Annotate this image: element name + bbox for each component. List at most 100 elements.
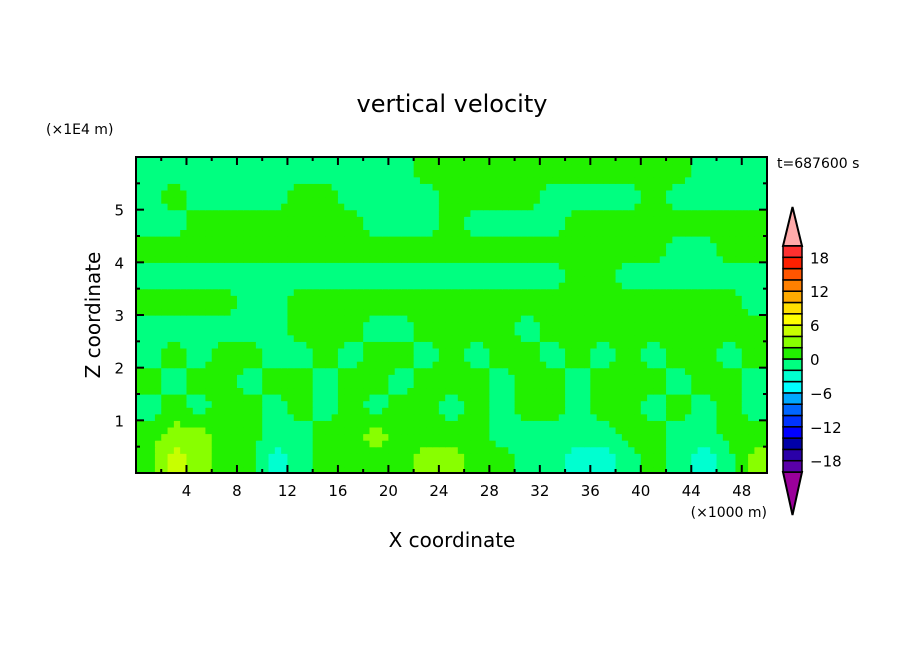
contour-cell <box>722 341 730 349</box>
contour-cell <box>148 196 156 204</box>
contour-cell <box>539 176 547 184</box>
contour-cell <box>199 440 207 448</box>
contour-cell <box>546 387 554 395</box>
contour-cell <box>571 387 579 395</box>
contour-cell <box>527 315 535 323</box>
contour-cell <box>369 268 377 277</box>
contour-cell <box>382 347 389 356</box>
contour-cell <box>356 262 364 270</box>
contour-cell <box>432 196 440 204</box>
contour-cell <box>218 216 225 224</box>
contour-cell <box>375 315 383 323</box>
contour-cell <box>173 163 181 171</box>
contour-cell <box>186 275 194 283</box>
contour-cell <box>741 189 749 198</box>
contour-cell <box>331 222 339 231</box>
contour-cell <box>363 236 371 244</box>
contour-cell <box>192 374 200 382</box>
contour-cell <box>760 459 768 468</box>
contour-cell <box>703 189 711 198</box>
contour-cell <box>691 209 699 217</box>
contour-cell <box>501 440 509 448</box>
contour-cell <box>180 426 188 435</box>
contour-cell <box>369 315 377 323</box>
contour-cell <box>748 380 755 389</box>
contour-cell <box>426 196 434 204</box>
contour-cell <box>407 387 415 395</box>
contour-cell <box>236 433 244 441</box>
contour-cell <box>382 229 389 237</box>
contour-cell <box>691 341 699 349</box>
contour-cell <box>243 301 251 310</box>
contour-cell <box>173 433 181 441</box>
contour-cell <box>703 440 711 448</box>
contour-cell <box>539 446 547 454</box>
contour-cell <box>609 446 617 454</box>
contour-cell <box>186 394 194 402</box>
contour-cell <box>735 361 743 369</box>
contour-cell <box>388 315 396 323</box>
contour-cell <box>754 394 762 402</box>
contour-cell <box>716 374 724 382</box>
contour-cell <box>760 229 768 237</box>
contour-cell <box>722 413 730 421</box>
contour-cell <box>647 209 655 217</box>
contour-cell <box>173 236 181 244</box>
contour-cell <box>154 189 162 198</box>
contour-cell <box>312 321 320 329</box>
contour-cell <box>735 282 743 290</box>
contour-cell <box>218 308 225 316</box>
contour-cell <box>470 268 478 277</box>
contour-cell <box>539 400 547 408</box>
contour-cell <box>192 222 200 231</box>
contour-cell <box>609 394 617 402</box>
contour-cell <box>167 203 175 211</box>
contour-cell <box>211 413 219 421</box>
contour-cell <box>243 236 251 244</box>
contour-cell <box>432 394 440 402</box>
contour-cell <box>678 176 686 184</box>
contour-cell <box>192 216 200 224</box>
contour-cell <box>501 222 509 231</box>
contour-cell <box>716 308 724 316</box>
contour-cell <box>173 466 181 474</box>
contour-cell <box>230 255 238 263</box>
contour-cell <box>249 315 257 323</box>
contour-cell <box>571 282 579 290</box>
contour-cell <box>565 183 572 191</box>
contour-cell <box>539 354 547 362</box>
contour-cell <box>501 420 509 428</box>
contour-cell <box>760 183 768 191</box>
contour-cell <box>249 288 257 296</box>
contour-cell <box>653 183 661 191</box>
contour-cell <box>527 176 535 184</box>
contour-cell <box>596 374 604 382</box>
contour-cell <box>281 176 289 184</box>
contour-cell <box>457 380 465 389</box>
contour-cell <box>306 216 314 224</box>
contour-cell <box>255 380 263 389</box>
contour-cell <box>495 413 503 421</box>
contour-cell <box>546 229 554 237</box>
contour-cell <box>722 282 730 290</box>
contour-cell <box>735 275 743 283</box>
contour-cell <box>281 433 289 441</box>
contour-cell <box>199 268 207 277</box>
contour-cell <box>476 433 484 441</box>
contour-cell <box>760 341 768 349</box>
contour-cell <box>300 394 307 402</box>
contour-cell <box>691 222 699 231</box>
contour-cell <box>230 189 238 198</box>
contour-cell <box>211 189 219 198</box>
contour-cell <box>703 222 711 231</box>
contour-cell <box>571 413 579 421</box>
contour-cell <box>318 216 326 224</box>
contour-cell <box>274 380 282 389</box>
contour-cell <box>255 407 263 415</box>
contour-cell <box>722 321 730 329</box>
contour-cell <box>255 328 263 336</box>
contour-cell <box>684 361 692 369</box>
contour-cell <box>413 367 421 375</box>
contour-cell <box>678 367 686 375</box>
contour-cell <box>457 420 465 428</box>
